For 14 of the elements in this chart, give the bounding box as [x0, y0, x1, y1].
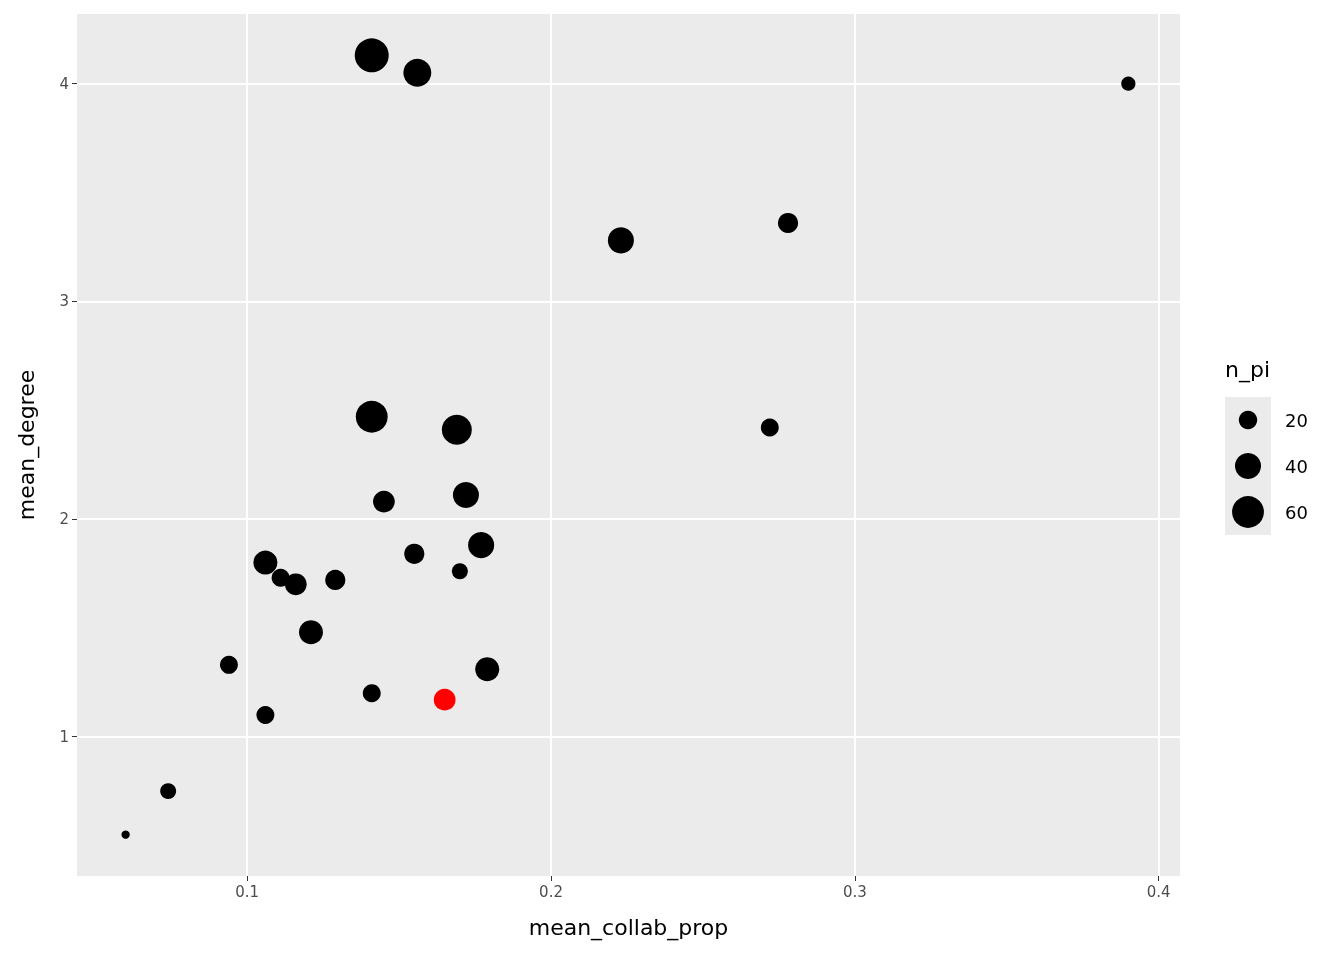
y-tick-label: 3: [59, 292, 69, 311]
x-tick-label: 0.3: [842, 882, 867, 901]
x-tick-label: 0.4: [1146, 882, 1171, 901]
legend-label: 20: [1285, 409, 1308, 431]
legend-label: 40: [1285, 455, 1308, 477]
y-tick-label: 1: [59, 727, 69, 746]
x-tick-label: 0.2: [539, 882, 563, 901]
legend-title: n_pi: [1225, 356, 1271, 383]
y-tick-label: 2: [59, 510, 69, 529]
y-axis-title: mean_degree: [13, 369, 40, 521]
x-axis-title: mean_collab_prop: [528, 914, 729, 941]
y-tick-label: 4: [59, 74, 69, 93]
legend-label: 60: [1285, 501, 1308, 523]
x-tick-label: 0.1: [235, 882, 260, 901]
